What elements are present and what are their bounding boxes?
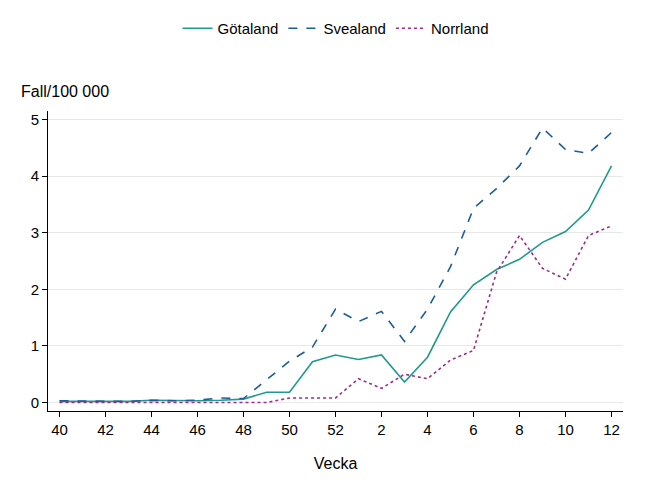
svg-text:0: 0 xyxy=(31,394,39,411)
svg-text:40: 40 xyxy=(51,421,68,438)
svg-text:44: 44 xyxy=(143,421,160,438)
svg-text:Fall/100 000: Fall/100 000 xyxy=(21,83,109,100)
svg-text:52: 52 xyxy=(327,421,344,438)
svg-text:48: 48 xyxy=(235,421,252,438)
svg-text:42: 42 xyxy=(97,421,114,438)
svg-text:10: 10 xyxy=(557,421,574,438)
svg-text:46: 46 xyxy=(189,421,206,438)
svg-text:4: 4 xyxy=(31,167,39,184)
svg-text:3: 3 xyxy=(31,224,39,241)
svg-text:2: 2 xyxy=(31,281,39,298)
svg-text:12: 12 xyxy=(603,421,620,438)
svg-text:1: 1 xyxy=(31,337,39,354)
svg-text:50: 50 xyxy=(281,421,298,438)
svg-text:Svealand: Svealand xyxy=(323,20,386,37)
svg-text:6: 6 xyxy=(469,421,477,438)
svg-text:2: 2 xyxy=(377,421,385,438)
svg-text:Götaland: Götaland xyxy=(218,20,279,37)
svg-text:8: 8 xyxy=(515,421,523,438)
svg-text:Norrland: Norrland xyxy=(431,20,489,37)
svg-text:4: 4 xyxy=(423,421,431,438)
svg-text:5: 5 xyxy=(31,111,39,128)
svg-text:Vecka: Vecka xyxy=(314,455,358,472)
